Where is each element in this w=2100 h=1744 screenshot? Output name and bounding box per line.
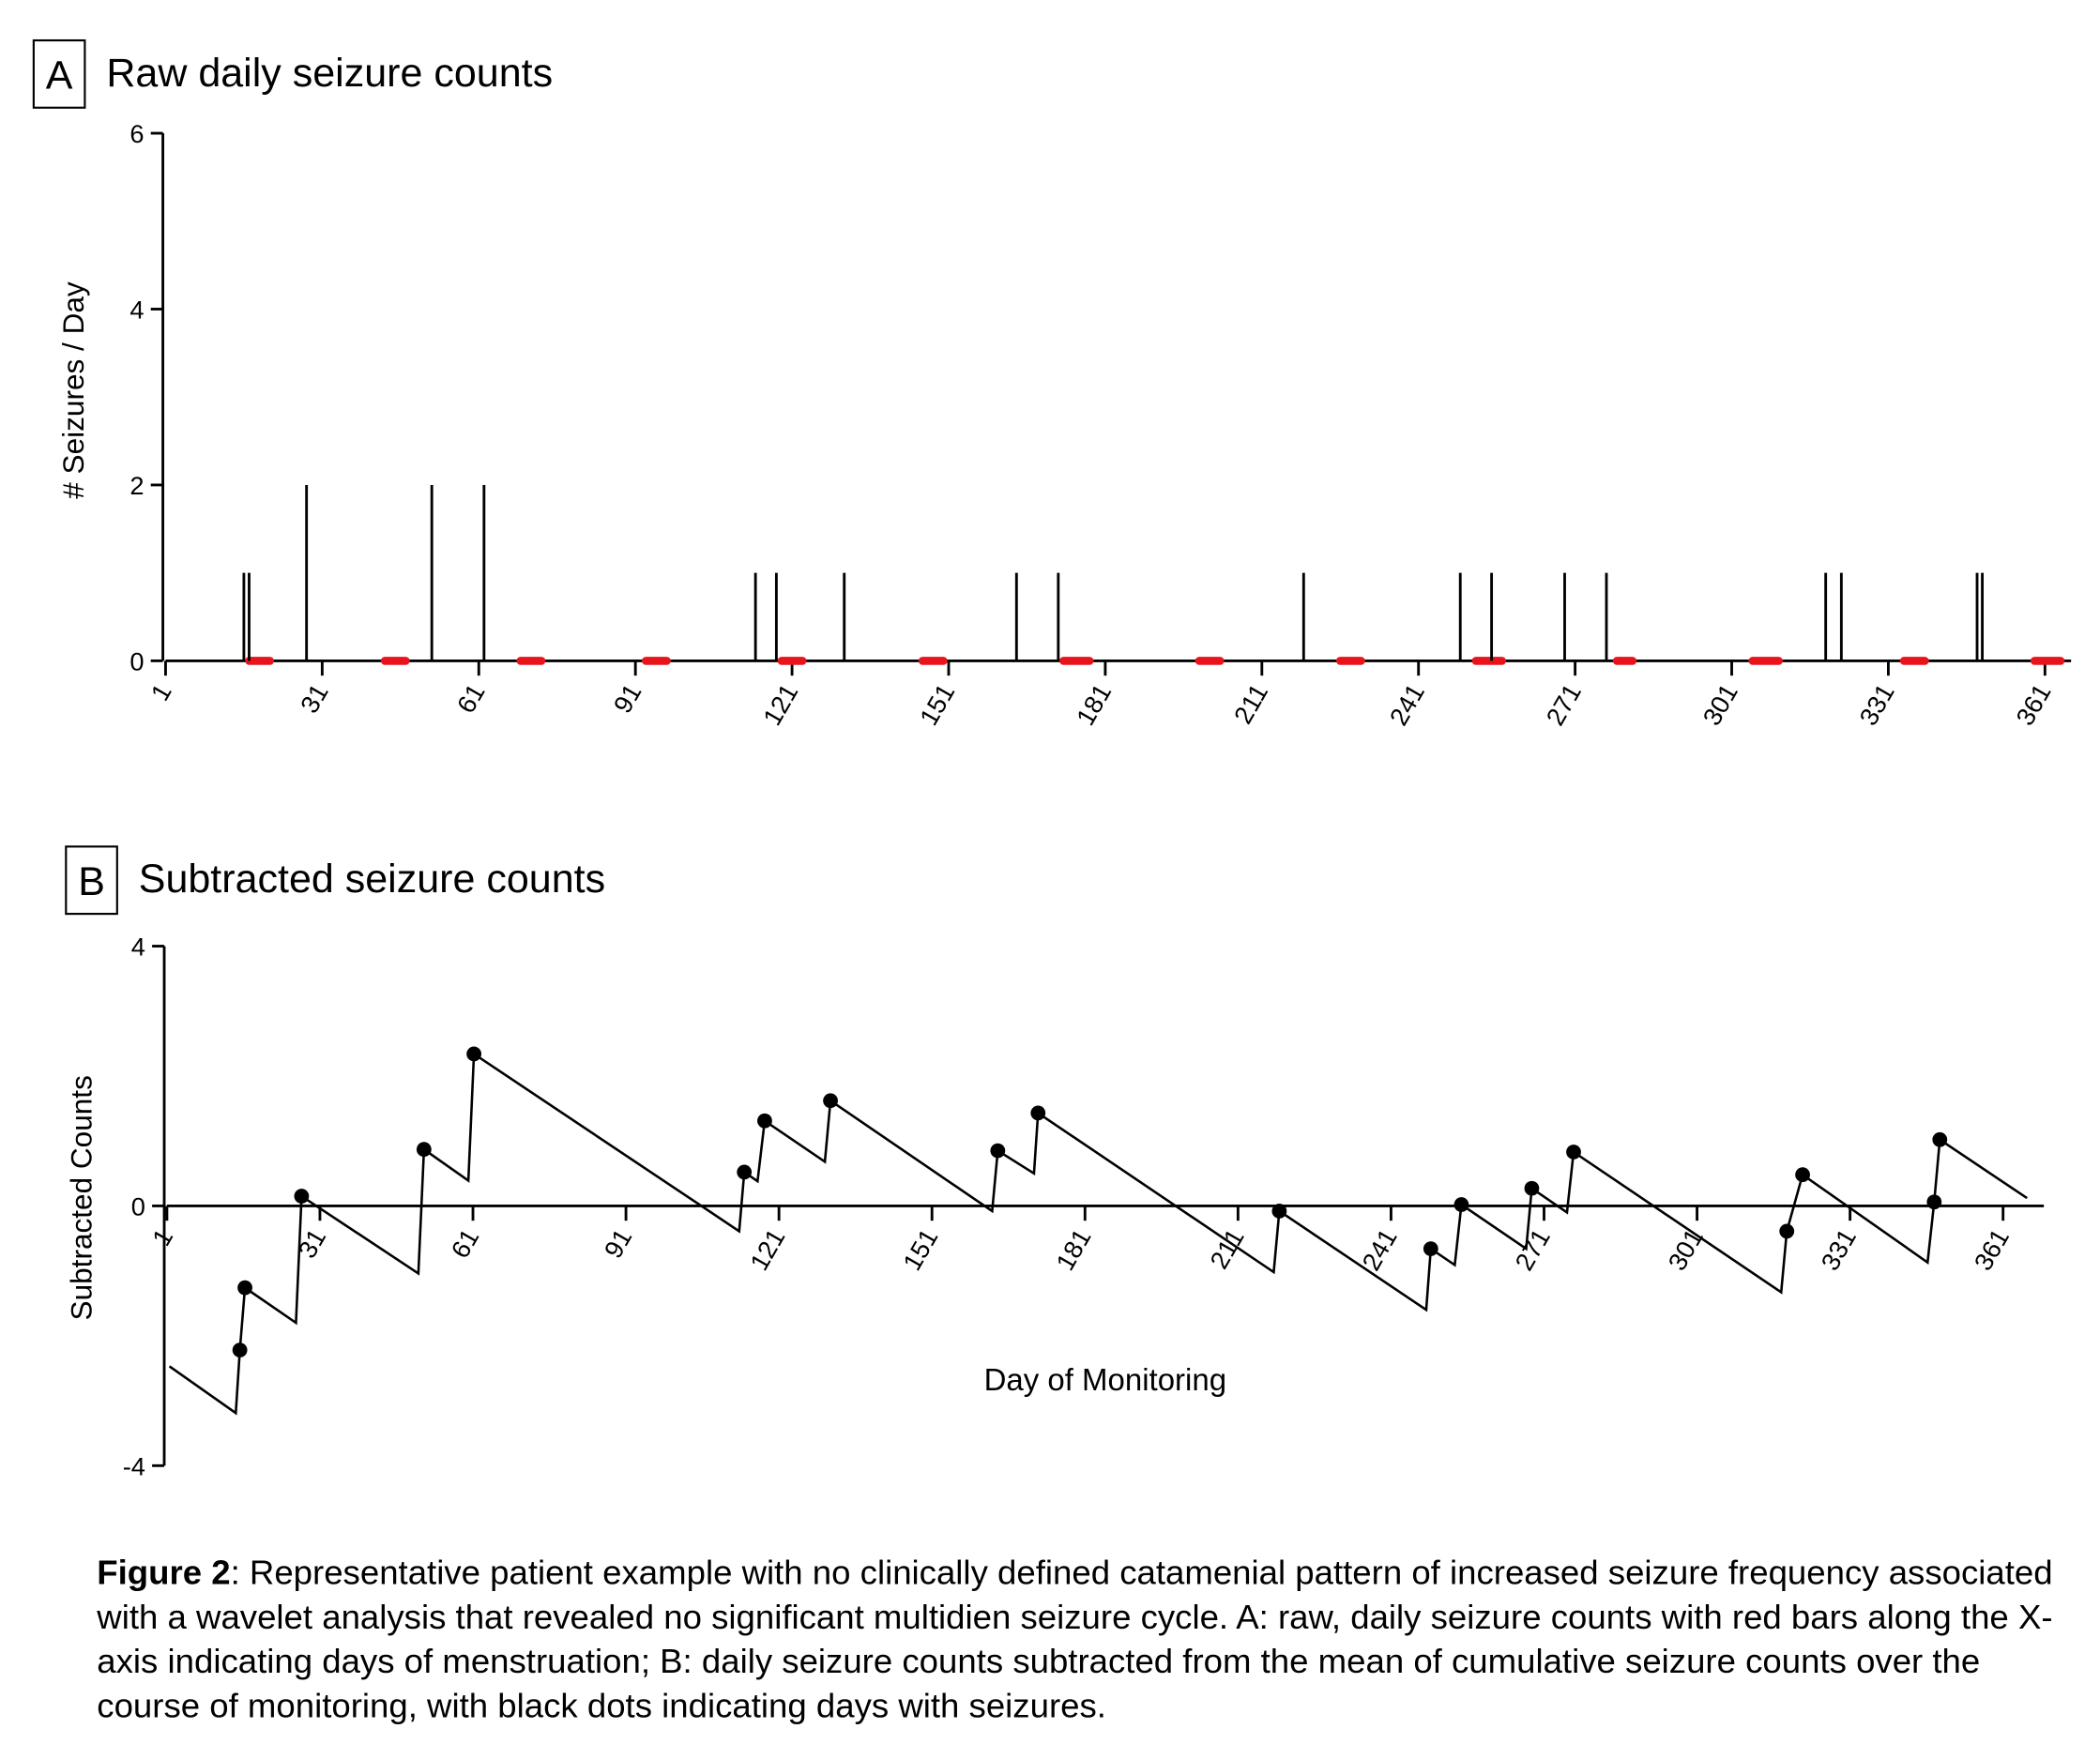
seizure-dot <box>1271 1204 1287 1219</box>
x-tick-label: 301 <box>1662 1223 1709 1275</box>
x-tick-label: 211 <box>1228 678 1274 728</box>
chart-title: Subtracted seizure counts <box>139 857 605 902</box>
seizure-dot <box>823 1093 838 1109</box>
line <box>168 1052 2028 1416</box>
panel-label-box <box>32 38 86 109</box>
x-tick-label: 151 <box>914 678 961 730</box>
x-tick-label: 301 <box>1697 678 1743 730</box>
seizure-dot <box>237 1280 252 1296</box>
x-tick-label: 271 <box>1540 678 1587 730</box>
y-tick-label: 4 <box>131 933 145 962</box>
seizure-dot <box>1932 1131 1948 1147</box>
y-tick-label: 6 <box>129 119 144 148</box>
seizure-dot <box>466 1046 482 1062</box>
y-tick-label: 2 <box>129 471 144 500</box>
seizure-dot <box>990 1143 1006 1159</box>
chart: A Raw daily seizure counts # Seizures / Da… <box>32 38 2072 1480</box>
x-tick-label: 181 <box>1050 1223 1097 1275</box>
panel-label-box <box>65 845 118 916</box>
seizure-dot <box>1795 1167 1810 1183</box>
x-tick-label: 121 <box>757 678 804 730</box>
seizure-dot <box>1524 1180 1540 1196</box>
x-tick-label: 1 <box>145 678 176 705</box>
x-tick-label: 61 <box>451 678 491 718</box>
x-tick-label: 1 <box>146 1223 178 1251</box>
seizure-dot <box>1779 1223 1795 1239</box>
y-tick-label: 0 <box>131 1191 145 1221</box>
x-tick-label: 181 <box>1071 678 1118 730</box>
seizure-dot <box>1030 1105 1046 1121</box>
y-tick-label: 0 <box>129 646 144 675</box>
caption-label: Figure 2 <box>97 1554 231 1593</box>
panel-label: A <box>46 53 73 99</box>
caption-text: : Representative patient example with no… <box>97 1554 2053 1726</box>
seizure-dot <box>232 1342 248 1357</box>
x-tick-label: 121 <box>744 1223 791 1275</box>
seizure-dot <box>1926 1194 1942 1210</box>
x-tick-label: 331 <box>1815 1223 1862 1275</box>
chart-title: Raw daily seizure counts <box>106 51 553 96</box>
x-tick-label: 331 <box>1853 678 1900 730</box>
x-tick-label: 211 <box>1204 1223 1250 1273</box>
x-tick-label: 151 <box>897 1223 944 1275</box>
seizure-dot <box>1566 1145 1581 1160</box>
y-axis-title: # Seizures / Day <box>56 281 90 499</box>
x-tick-label: 361 <box>2010 678 2057 730</box>
panel-label: B <box>78 859 105 904</box>
seizure-dot <box>757 1113 772 1129</box>
x-tick-label: 91 <box>598 1223 637 1263</box>
x-tick-label: 241 <box>1383 678 1430 730</box>
x-axis-title: Day of Monitoring <box>984 1362 1227 1397</box>
x-tick-label: 91 <box>608 678 647 718</box>
x-tick-label: 61 <box>445 1223 484 1263</box>
seizure-dot <box>1453 1197 1469 1212</box>
caption: Figure 2: Representative patient example… <box>97 1552 2082 1729</box>
seizure-dot <box>737 1164 753 1180</box>
seizure-dot <box>1423 1241 1438 1256</box>
seizure-dot <box>294 1189 310 1204</box>
y-tick-label: -4 <box>123 1451 145 1480</box>
x-tick-label: 361 <box>1968 1223 2015 1275</box>
y-tick-label: 4 <box>129 296 144 325</box>
x-tick-label: 271 <box>1509 1223 1556 1275</box>
x-tick-label: 31 <box>295 678 334 718</box>
seizure-dot <box>416 1142 432 1158</box>
y-axis-title: Subtracted Counts <box>65 1075 99 1320</box>
